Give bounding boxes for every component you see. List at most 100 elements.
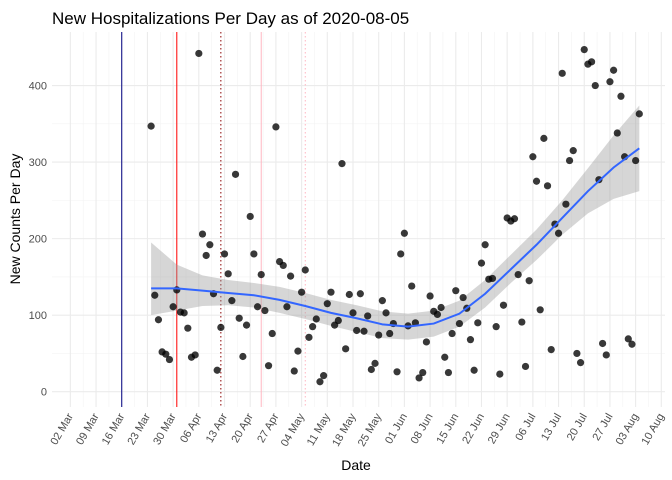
x-tick-label: 27 Apr: [255, 411, 281, 445]
data-point: [184, 324, 192, 332]
y-tick-label: 300: [29, 157, 47, 169]
data-point: [397, 250, 405, 258]
data-point: [613, 129, 621, 137]
x-tick-label: 30 Mar: [151, 411, 179, 447]
data-point: [242, 321, 251, 329]
data-point: [573, 349, 581, 358]
data-point: [154, 316, 163, 324]
data-point: [353, 326, 361, 335]
data-point: [253, 303, 262, 311]
data-point: [386, 329, 394, 338]
data-point: [543, 182, 552, 190]
data-point: [488, 274, 497, 283]
x-tick-label: 22 Jun: [460, 412, 487, 447]
data-point: [525, 277, 533, 285]
data-point: [492, 323, 500, 331]
data-point: [338, 160, 346, 168]
data-point: [419, 368, 427, 377]
data-point: [602, 351, 610, 359]
data-point: [202, 251, 210, 260]
y-tick-label: 200: [29, 234, 47, 246]
data-point: [206, 241, 214, 249]
data-point: [316, 378, 324, 386]
data-point: [606, 78, 614, 86]
data-point: [147, 122, 155, 130]
data-point: [444, 368, 453, 377]
data-point: [474, 319, 482, 327]
data-point: [518, 318, 526, 326]
data-point: [536, 306, 544, 314]
data-point: [224, 270, 232, 278]
x-axis-title: Date: [341, 457, 371, 473]
x-tick-label: 20 Apr: [230, 411, 256, 445]
data-point: [279, 261, 287, 270]
data-point: [441, 353, 449, 361]
data-point: [250, 250, 258, 258]
data-point: [334, 316, 342, 325]
data-point: [400, 229, 408, 237]
y-axis-title: New Counts Per Day: [7, 154, 23, 285]
data-point: [165, 355, 174, 364]
data-point: [364, 312, 372, 320]
data-point: [305, 333, 313, 341]
data-point: [268, 329, 276, 338]
data-point: [558, 69, 566, 77]
x-tick-label: 13 Jul: [539, 412, 564, 443]
data-point: [213, 366, 221, 374]
y-tick-labels: 0 100 200 300 400: [29, 81, 47, 399]
data-point: [565, 156, 574, 165]
data-point: [547, 346, 555, 354]
y-tick-label: 400: [29, 81, 47, 93]
data-point: [466, 336, 475, 344]
data-point: [617, 92, 625, 100]
data-point: [415, 374, 423, 382]
data-point: [198, 230, 207, 238]
data-point: [301, 266, 309, 274]
data-point: [635, 110, 643, 118]
data-point: [290, 367, 298, 375]
data-point: [298, 288, 306, 296]
x-tick-label: 04 May: [279, 411, 308, 449]
data-point: [309, 323, 317, 331]
x-tick-label: 10 Aug: [639, 412, 667, 448]
data-point: [272, 123, 280, 131]
x-tick-label: 01 Jun: [383, 412, 410, 447]
data-point: [294, 347, 302, 355]
data-point: [228, 297, 236, 305]
data-point: [562, 200, 570, 208]
data-point: [217, 323, 225, 332]
data-point: [481, 241, 489, 249]
data-point: [632, 156, 640, 165]
data-point: [576, 359, 585, 367]
x-tick-label: 09 Mar: [74, 411, 102, 447]
data-point: [378, 297, 386, 305]
x-tick-label: 25 May: [356, 411, 385, 449]
data-point: [345, 290, 353, 299]
data-point: [349, 309, 357, 317]
x-tick-label: 06 Apr: [178, 411, 204, 445]
data-point: [151, 291, 159, 299]
data-points: [147, 46, 643, 386]
x-tick-label: 02 Mar: [48, 411, 76, 447]
data-point: [261, 306, 269, 315]
x-tick-label: 29 Jun: [486, 412, 513, 447]
data-point: [610, 66, 618, 74]
grid-minor: [52, 32, 665, 407]
data-point: [393, 368, 401, 376]
data-point: [452, 287, 460, 295]
x-tick-label: 06 Jul: [513, 412, 538, 443]
data-point: [367, 365, 375, 374]
data-point: [239, 352, 247, 361]
data-point: [246, 212, 254, 221]
data-point: [569, 147, 577, 155]
x-tick-label: 11 May: [305, 411, 333, 448]
data-point: [587, 58, 596, 66]
chart-title: New Hospitalizations Per Day as of 2020-…: [52, 9, 409, 28]
data-point: [195, 49, 203, 58]
data-point: [591, 81, 599, 90]
x-tick-label: 13 Apr: [204, 411, 230, 445]
data-point: [191, 351, 199, 359]
data-point: [624, 335, 632, 343]
data-point: [356, 290, 364, 298]
